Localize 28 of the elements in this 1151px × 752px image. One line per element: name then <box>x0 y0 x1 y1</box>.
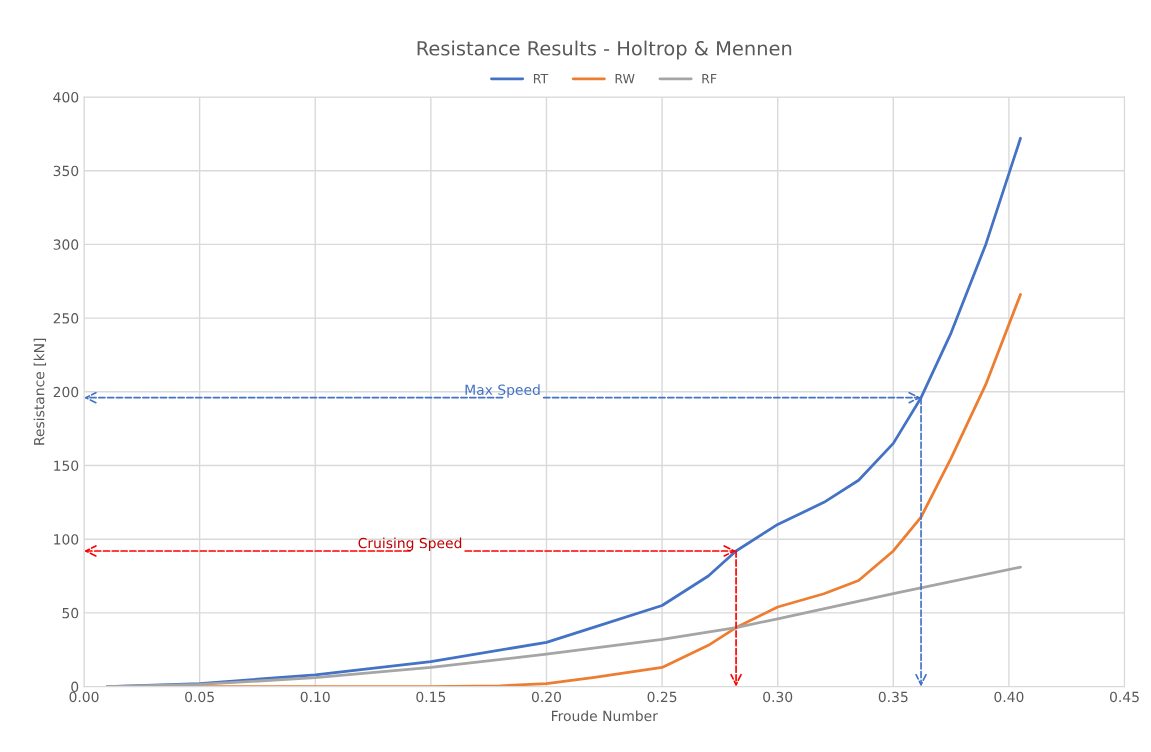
x-tick-label: 0.10 <box>300 691 330 703</box>
legend-label: RF <box>702 74 717 84</box>
annotation: Max Speed <box>465 384 540 398</box>
x-tick-label: 0.40 <box>994 691 1024 703</box>
x-tick-label: 0.15 <box>416 691 446 703</box>
chart-title: Resistance Results - Holtrop & Mennen <box>417 40 792 60</box>
y-tick-label: 300 <box>53 239 79 250</box>
x-tick-label: 0.05 <box>185 691 214 703</box>
x-tick-label: 0.00 <box>69 691 99 703</box>
x-tick-label: 0.25 <box>647 691 677 703</box>
y-tick-label: 150 <box>54 460 79 471</box>
x-tick-label: 0.20 <box>531 691 562 703</box>
legend-label: RW <box>615 74 635 84</box>
y-tick-label: 200 <box>53 386 79 398</box>
x-tick-label: 0.30 <box>763 691 793 703</box>
legend-label: RT <box>533 74 549 84</box>
line-series <box>105 565 1022 687</box>
x-tick-label: 0.45 <box>1109 691 1139 703</box>
y-tick-label: 0 <box>71 681 79 693</box>
y-tick-label: 50 <box>62 607 79 619</box>
y-tick-label: 250 <box>53 313 79 324</box>
x-axis-title: Froude Number <box>552 710 658 722</box>
y-tick-label: 400 <box>53 91 79 103</box>
y-tick-label: 350 <box>53 165 79 177</box>
y-axis-title: Resistance [kN] <box>33 338 47 445</box>
annotation: Cruising Speed <box>358 537 462 551</box>
x-tick-label: 0.35 <box>878 691 908 703</box>
y-tick-label: 100 <box>54 534 79 545</box>
